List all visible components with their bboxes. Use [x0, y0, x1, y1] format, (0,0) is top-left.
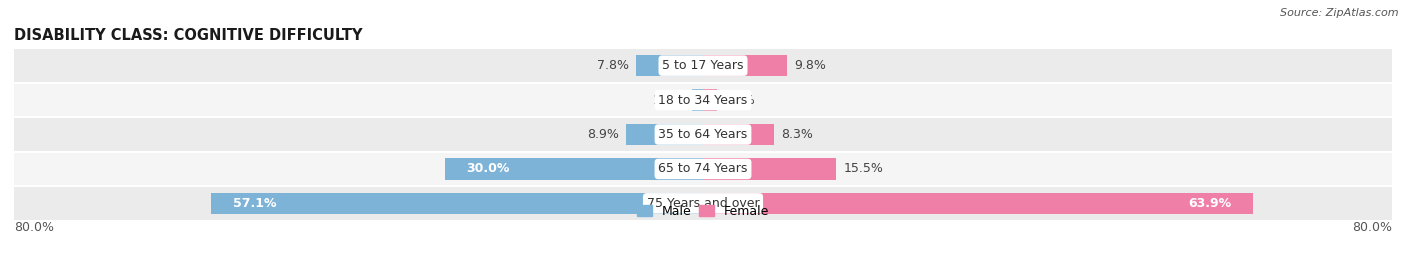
Bar: [703, 193, 1253, 214]
Bar: [14, 152, 1392, 186]
Text: 57.1%: 57.1%: [233, 197, 277, 210]
Text: Source: ZipAtlas.com: Source: ZipAtlas.com: [1281, 8, 1399, 18]
Text: 1.3%: 1.3%: [654, 94, 685, 107]
Bar: [14, 48, 1392, 83]
Text: 80.0%: 80.0%: [14, 221, 53, 234]
Text: 9.8%: 9.8%: [794, 59, 827, 72]
Bar: [626, 124, 703, 145]
Text: 8.9%: 8.9%: [588, 128, 620, 141]
Text: 1.6%: 1.6%: [724, 94, 755, 107]
Text: 8.3%: 8.3%: [782, 128, 813, 141]
Bar: [14, 186, 1392, 221]
Text: 5 to 17 Years: 5 to 17 Years: [662, 59, 744, 72]
Text: 7.8%: 7.8%: [598, 59, 628, 72]
Bar: [211, 193, 703, 214]
Legend: Male, Female: Male, Female: [637, 205, 769, 218]
Text: 18 to 34 Years: 18 to 34 Years: [658, 94, 748, 107]
Text: 30.0%: 30.0%: [467, 162, 509, 175]
Bar: [14, 83, 1392, 117]
Text: 15.5%: 15.5%: [844, 162, 883, 175]
Bar: [703, 124, 775, 145]
Text: 35 to 64 Years: 35 to 64 Years: [658, 128, 748, 141]
Text: 63.9%: 63.9%: [1188, 197, 1232, 210]
Bar: [444, 158, 703, 180]
Bar: [692, 89, 703, 111]
Text: DISABILITY CLASS: COGNITIVE DIFFICULTY: DISABILITY CLASS: COGNITIVE DIFFICULTY: [14, 28, 363, 43]
Text: 75 Years and over: 75 Years and over: [647, 197, 759, 210]
Bar: [636, 55, 703, 76]
Text: 80.0%: 80.0%: [1353, 221, 1392, 234]
Bar: [703, 158, 837, 180]
Bar: [14, 117, 1392, 152]
Text: 65 to 74 Years: 65 to 74 Years: [658, 162, 748, 175]
Bar: [703, 55, 787, 76]
Bar: [703, 89, 717, 111]
